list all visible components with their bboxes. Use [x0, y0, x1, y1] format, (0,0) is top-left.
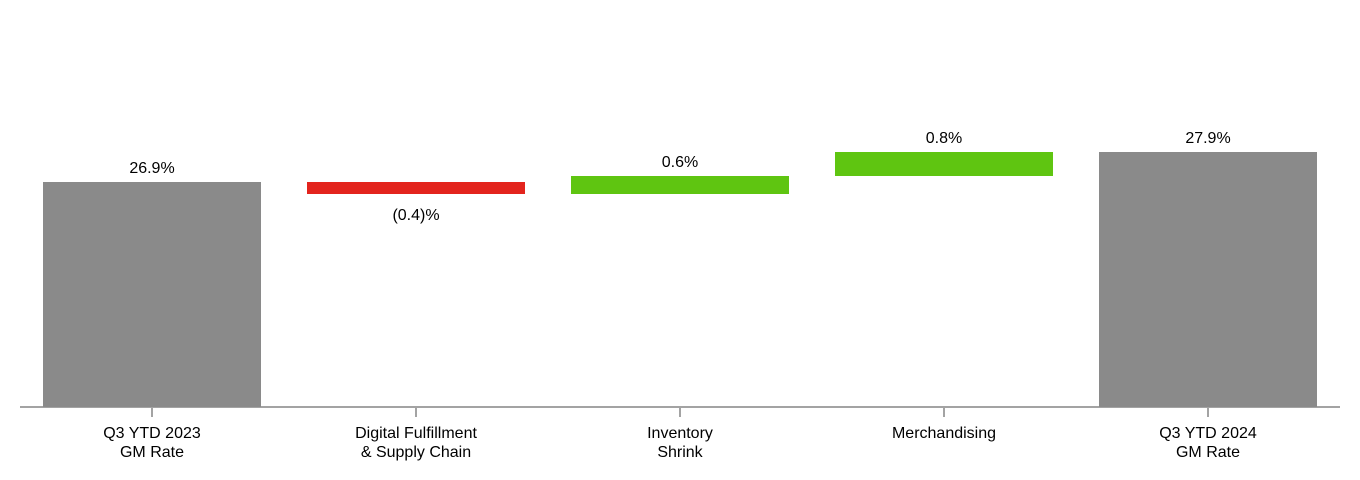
x-axis-line	[20, 406, 1340, 408]
axis-tick-q3-ytd-2024-gm-rate	[1207, 408, 1209, 417]
axis-tick-inventory-shrink	[679, 408, 681, 417]
waterfall-bar-inventory-shrink	[571, 176, 789, 194]
waterfall-bar-merchandising	[835, 152, 1053, 176]
axis-tick-merchandising	[943, 408, 945, 417]
waterfall-bar-digital-fulfillment-supply-chain	[307, 182, 525, 194]
waterfall-bar-q3-ytd-2023-gm-rate	[43, 182, 261, 407]
waterfall-bar-q3-ytd-2024-gm-rate	[1099, 152, 1317, 407]
value-label-inventory-shrink: 0.6%	[661, 154, 699, 171]
category-label-digital-fulfillment-supply-chain: Digital Fulfillment & Supply Chain	[355, 425, 477, 461]
category-label-q3-ytd-2024-gm-rate: Q3 YTD 2024 GM Rate	[1159, 425, 1257, 461]
category-label-inventory-shrink: Inventory Shrink	[647, 425, 713, 461]
axis-tick-digital-fulfillment-supply-chain	[415, 408, 417, 417]
category-label-q3-ytd-2023-gm-rate: Q3 YTD 2023 GM Rate	[103, 425, 201, 461]
axis-tick-q3-ytd-2023-gm-rate	[151, 408, 153, 417]
value-label-digital-fulfillment-supply-chain: (0.4)%	[392, 207, 440, 224]
value-label-q3-ytd-2023-gm-rate: 26.9%	[129, 160, 175, 177]
category-label-merchandising: Merchandising	[891, 425, 997, 442]
value-label-merchandising: 0.8%	[925, 130, 963, 147]
value-label-q3-ytd-2024-gm-rate: 27.9%	[1185, 130, 1231, 147]
